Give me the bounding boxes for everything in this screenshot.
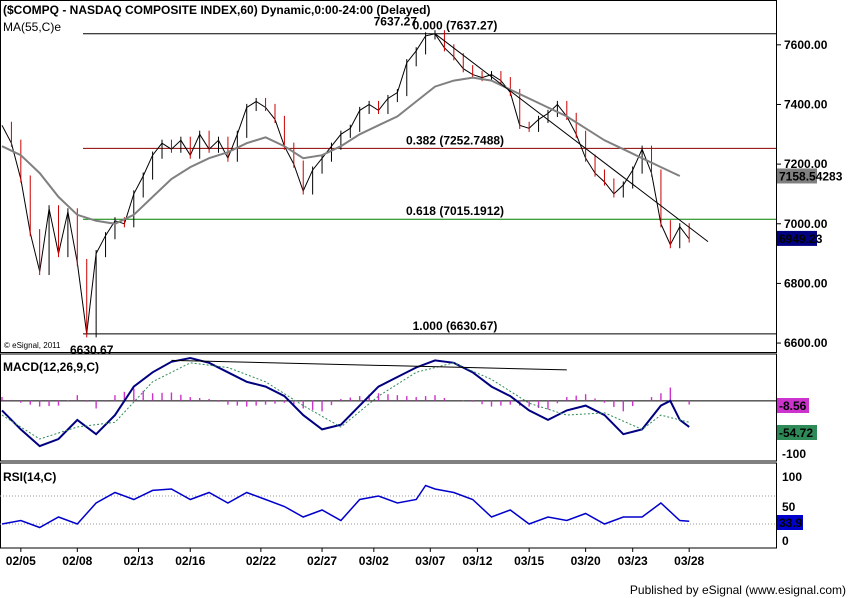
macd-signal-line	[1, 362, 690, 440]
chart-title: ($COMPQ - NASDAQ COMPOSITE INDEX,60) Dyn…	[3, 3, 430, 17]
rsi-badge: 33.9	[779, 516, 803, 530]
price-axis-tick-label: 7400.00	[784, 97, 828, 111]
x-axis-tick-label: 03/15	[514, 554, 544, 568]
price-axis-tick-label: 6600.00	[784, 336, 828, 350]
macd-line	[1, 356, 690, 448]
rsi-panel-frame	[0, 462, 777, 549]
x-axis-tick-label: 03/12	[462, 554, 492, 568]
price-axis-tick-label: 6800.00	[784, 276, 828, 290]
rsi-badge-box	[777, 515, 803, 530]
price-axis-tick-label: 7200.00	[784, 157, 828, 171]
x-axis-tick-label: 02/08	[62, 554, 92, 568]
macd-divergence-line	[171, 359, 567, 371]
price-axis-tick-label: 7600.00	[784, 38, 828, 52]
price-axis-tick-label: 7000.00	[784, 217, 828, 231]
x-axis-tick-label: 02/27	[307, 554, 337, 568]
last-price-badge: 6949.23	[779, 232, 823, 246]
price-line	[1, 33, 690, 334]
trendline	[434, 33, 709, 243]
x-axis-tick-label: 02/22	[246, 554, 276, 568]
copyright: © eSignal, 2011	[4, 341, 61, 350]
rsi-title: RSI(14,C)	[3, 470, 56, 484]
rsi-line	[1, 484, 690, 529]
rsi-axis-tick-label: 100	[782, 470, 802, 484]
price-panel-frame	[0, 0, 777, 353]
macd-panel-frame	[0, 353, 777, 462]
ma-label: MA(55,C)e	[3, 20, 61, 34]
macd-hist-badge-box	[777, 398, 809, 413]
x-axis-tick-label: 03/20	[571, 554, 601, 568]
low-label: 6630.67	[70, 343, 114, 357]
high-label: 7637.27	[374, 15, 418, 29]
x-axis-tick-label: 02/16	[175, 554, 205, 568]
x-axis-tick-label: 03/07	[415, 554, 445, 568]
fib-level-label: 0.382 (7252.7488)	[406, 133, 504, 147]
x-axis-tick-label: 02/13	[123, 554, 153, 568]
macd-axis-tick-label: -100	[782, 447, 806, 461]
macd-title: MACD(12,26,9,C)	[3, 360, 99, 374]
x-axis-tick-label: 03/28	[674, 554, 704, 568]
fib-level-label: 1.000 (6630.67)	[413, 319, 498, 333]
fib-level-label: 0.000 (7637.27)	[413, 19, 498, 33]
last-price-badge-box	[777, 230, 817, 246]
publisher-credit: Published by eSignal (www.esignal.com)	[630, 583, 846, 597]
ma-value-badge: 7158.54283	[779, 169, 843, 183]
macd-line-badge: -54.72	[779, 426, 813, 440]
rsi-axis-tick-label: 0	[782, 534, 789, 548]
macd-hist-badge: -8.56	[779, 399, 807, 413]
x-axis-tick-label: 03/02	[359, 554, 389, 568]
x-axis-tick-label: 02/05	[6, 554, 36, 568]
macd-line-badge-box	[777, 425, 817, 440]
rsi-axis-tick-label: 50	[782, 500, 796, 514]
fib-level-label: 0.618 (7015.1912)	[406, 204, 504, 218]
x-axis-tick-label: 03/23	[618, 554, 648, 568]
ma-value-badge-box	[777, 168, 817, 184]
ma-line	[1, 76, 681, 225]
